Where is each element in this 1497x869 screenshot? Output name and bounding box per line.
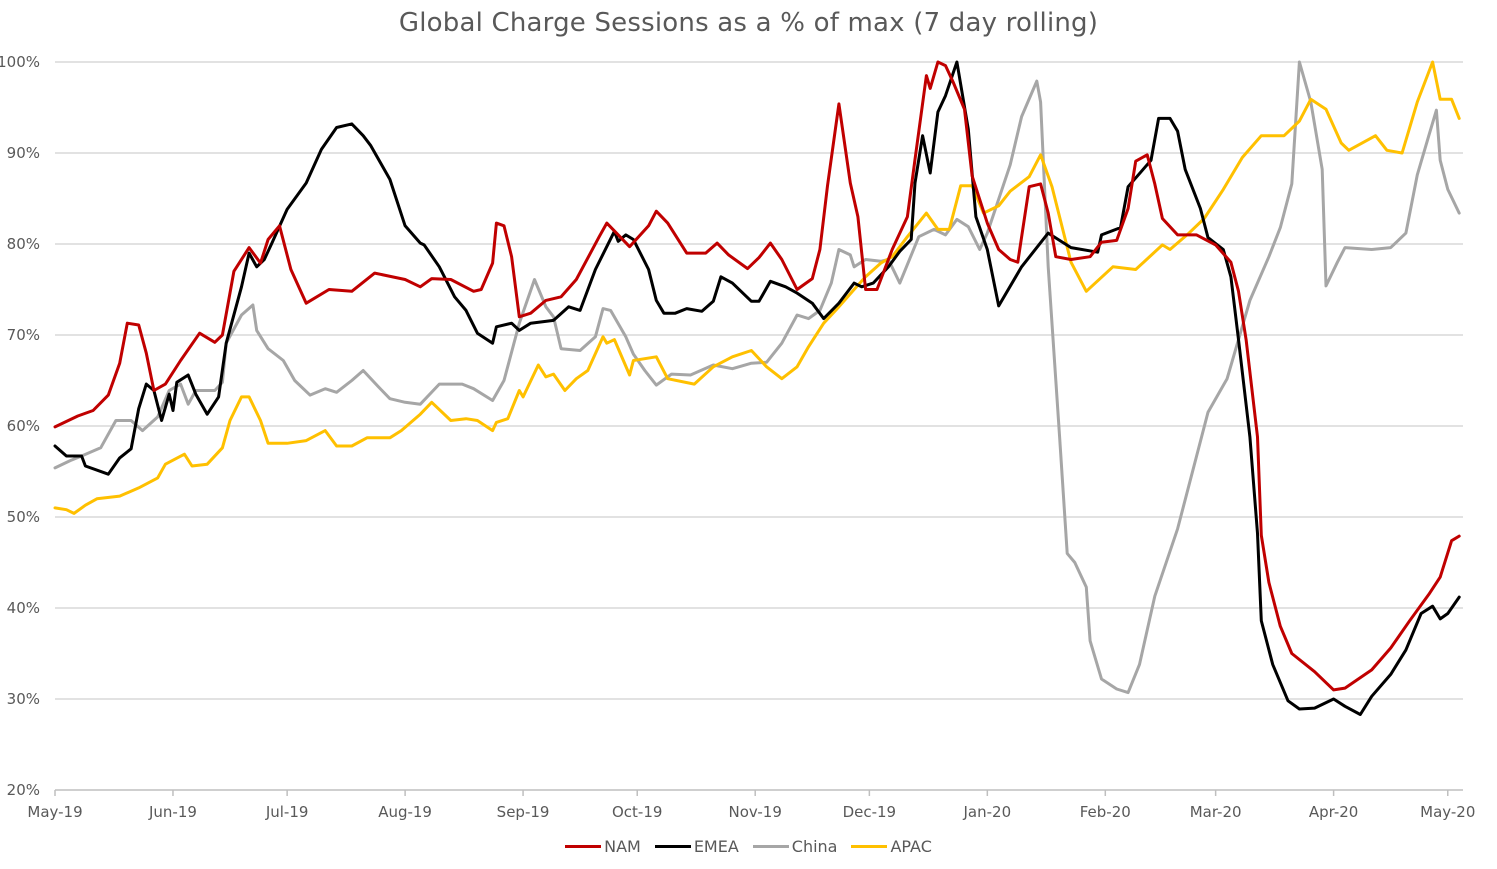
legend-item-china: China bbox=[752, 837, 838, 856]
y-tick-label: 30% bbox=[7, 690, 40, 708]
y-tick-label: 50% bbox=[7, 508, 40, 526]
legend-swatch-china bbox=[752, 845, 789, 848]
series-line-apac bbox=[53, 60, 1461, 515]
y-tick-label: 60% bbox=[7, 417, 40, 435]
x-tick-label: Nov-19 bbox=[729, 803, 782, 821]
legend-item-emea: EMEA bbox=[654, 837, 739, 856]
legend-item-apac: APAC bbox=[851, 837, 932, 856]
legend-label-emea: EMEA bbox=[693, 837, 739, 856]
y-axis: 20% 30% 40% 50% 60% 70% 80% 90% 100% bbox=[0, 53, 40, 799]
x-tick-label: Jan-20 bbox=[963, 803, 1012, 821]
x-tick-label: Dec-19 bbox=[843, 803, 897, 821]
legend-label-china: China bbox=[791, 837, 838, 856]
x-tick-label: May-19 bbox=[27, 803, 82, 821]
legend: NAM EMEA China APAC bbox=[0, 837, 1497, 856]
series-line-nam bbox=[53, 60, 1461, 692]
x-tick-label: Apr-20 bbox=[1309, 803, 1359, 821]
legend-swatch-nam bbox=[565, 845, 602, 848]
x-tick-label: Oct-19 bbox=[612, 803, 662, 821]
gridlines bbox=[55, 61, 1463, 700]
chart-title: Global Charge Sessions as a % of max (7 … bbox=[398, 8, 1099, 38]
legend-item-nam: NAM bbox=[565, 837, 641, 856]
x-tick-label: Feb-20 bbox=[1080, 803, 1131, 821]
x-tick-label: Mar-20 bbox=[1190, 803, 1242, 821]
x-tick-label: Aug-19 bbox=[378, 803, 432, 821]
legend-label-nam: NAM bbox=[604, 837, 641, 856]
series-lines bbox=[53, 60, 1461, 716]
series-line-china bbox=[53, 60, 1461, 695]
y-tick-label: 70% bbox=[7, 326, 40, 344]
legend-label-apac: APAC bbox=[890, 837, 932, 856]
x-tick-label: Jun-19 bbox=[148, 803, 197, 821]
y-tick-label: 80% bbox=[7, 235, 40, 253]
x-axis: May-19 Jun-19 Jul-19 Aug-19 Sep-19 Oct-19 Nov-… bbox=[27, 789, 1475, 821]
y-tick-label: 100% bbox=[0, 53, 40, 71]
x-tick-label: May-20 bbox=[1420, 803, 1475, 821]
x-tick-label: Jul-19 bbox=[265, 803, 309, 821]
legend-swatch-emea bbox=[654, 845, 691, 848]
y-tick-label: 90% bbox=[7, 144, 40, 162]
legend-swatch-apac bbox=[851, 845, 888, 848]
series-line-emea bbox=[53, 60, 1461, 716]
y-tick-label: 20% bbox=[7, 781, 40, 799]
x-tick-label: Sep-19 bbox=[497, 803, 550, 821]
y-tick-label: 40% bbox=[7, 599, 40, 617]
